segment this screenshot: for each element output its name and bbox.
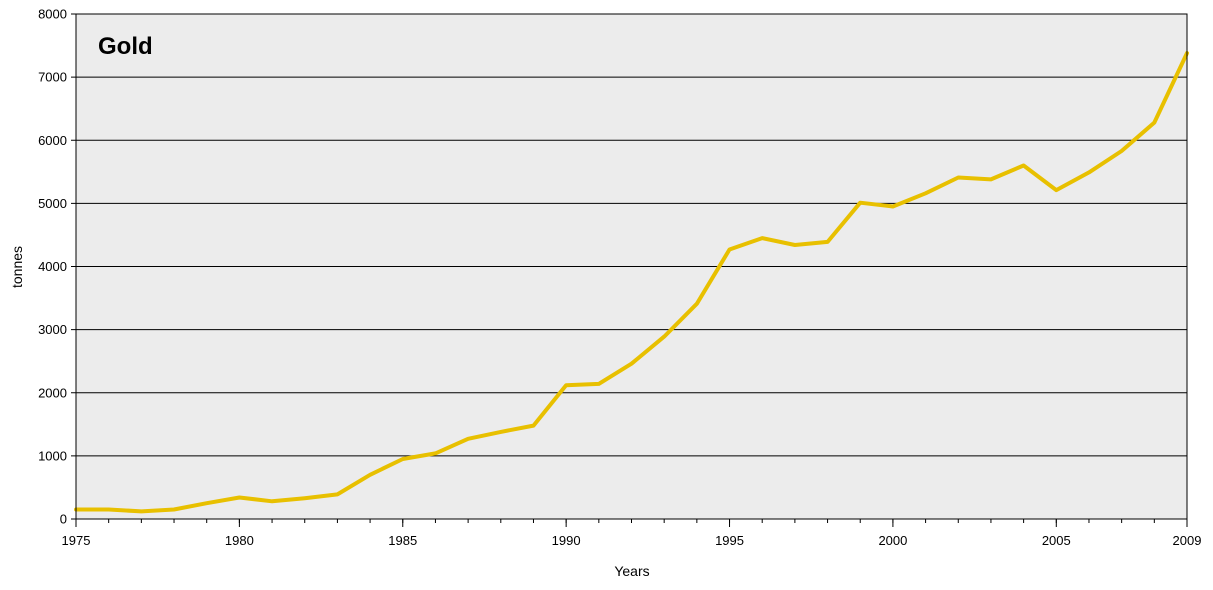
y-tick-label: 7000 (38, 70, 67, 85)
series-line-0 (74, 51, 1189, 514)
series-layer (74, 51, 1189, 514)
x-tick-label: 1990 (552, 533, 581, 548)
y-tick-label: 4000 (38, 259, 67, 274)
y-axis: 0 1000 2000 3000 4000 5000 6000 7000 8000 (38, 7, 76, 527)
x-tick-label: 1975 (62, 533, 91, 548)
y-tick-label: 3000 (38, 322, 67, 337)
y-tick-label: 2000 (38, 385, 67, 400)
y-tick-label: 8000 (38, 7, 67, 22)
y-tick-label: 1000 (38, 448, 67, 463)
x-tick-label: 2005 (1042, 533, 1071, 548)
x-axis: 1975 1980 1985 1990 1995 2000 2005 2009 (62, 519, 1202, 548)
y-tick-label: 0 (60, 512, 67, 527)
x-tick-label: 2009 (1173, 533, 1202, 548)
x-tick-label: 1985 (388, 533, 417, 548)
x-tick-label: 2000 (878, 533, 907, 548)
y-tick-label: 5000 (38, 196, 67, 211)
gridlines (76, 76, 1187, 457)
x-tick-label: 1980 (225, 533, 254, 548)
x-axis-title: Years (614, 563, 649, 579)
y-tick-label: 6000 (38, 133, 67, 148)
x-tick-label: 1995 (715, 533, 744, 548)
chart-title: Gold (98, 33, 153, 60)
y-axis-title: tonnes (9, 246, 25, 288)
